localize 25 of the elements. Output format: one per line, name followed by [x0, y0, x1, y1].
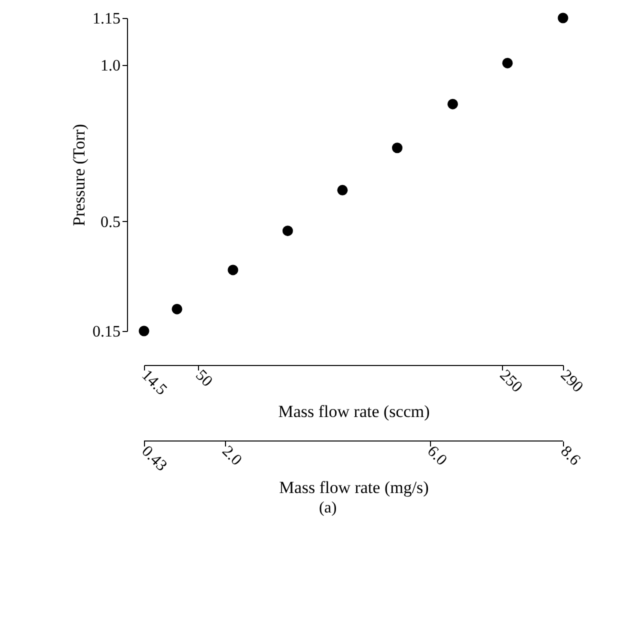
point — [138, 326, 150, 336]
y-tick-label: 0.5 — [100, 214, 120, 231]
x-tick-label: 14.5 — [138, 366, 170, 399]
point — [337, 184, 348, 196]
point — [392, 142, 402, 154]
y-tick-label: 0.15 — [92, 324, 120, 340]
point — [282, 226, 293, 236]
x-tick-label: 290 — [557, 366, 586, 396]
y-tick-label: 1.0 — [100, 57, 120, 74]
x2-tick-label: 0.43 — [138, 442, 170, 475]
point — [228, 264, 238, 276]
point — [447, 98, 458, 110]
point — [502, 58, 513, 68]
point — [558, 12, 568, 24]
x2-tick-label: 2.0 — [218, 442, 245, 470]
point — [172, 304, 182, 314]
x2-axis-title: Mass flow rate (mg/s) — [279, 478, 429, 497]
y-axis-title: Pressure (Torr) — [70, 124, 88, 226]
x-axis-title: Mass flow rate (sccm) — [278, 402, 430, 421]
x2-tick-label: 8.6 — [557, 442, 584, 470]
x-tick-label: 250 — [496, 366, 526, 396]
x-tick-label: 50 — [192, 366, 216, 390]
text: (a) — [318, 499, 337, 516]
x2-tick-label: 6.0 — [424, 442, 450, 470]
y-tick-label: 1.15 — [92, 10, 120, 28]
